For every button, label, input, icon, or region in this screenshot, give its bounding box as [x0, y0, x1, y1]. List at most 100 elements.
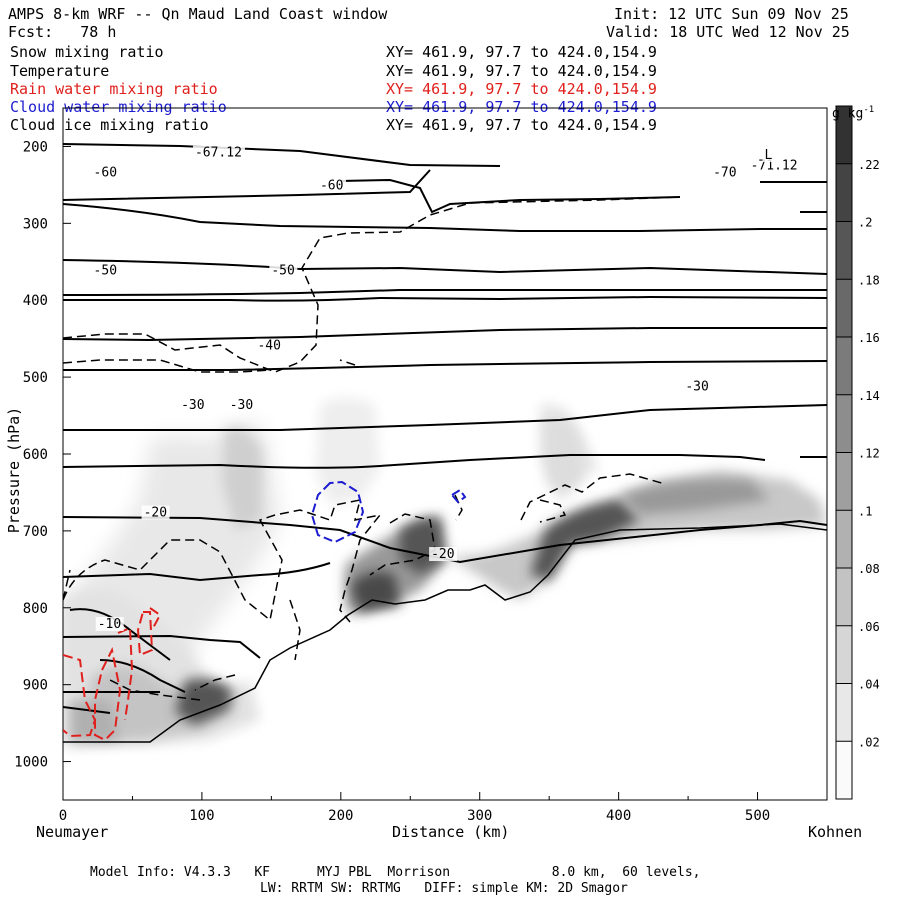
temperature-label: -30 [230, 398, 253, 413]
y-tick-label: 700 [23, 524, 48, 540]
colorbar-unit-exponent: -1 [863, 105, 875, 115]
temperature-label-bg [91, 263, 120, 278]
forecast-hour: Fcst: 78 h [8, 23, 116, 41]
field-xy-temperature: XY= 461.9, 97.7 to 424.0,154.9 [386, 62, 657, 80]
x-tick-label: 100 [189, 808, 214, 824]
colorbar-swatch [836, 106, 852, 164]
colorbar-label: .08 [858, 562, 880, 576]
x-tick-label: 400 [606, 808, 631, 824]
colorbar-swatch [836, 279, 852, 337]
field-name-temperature: Temperature [10, 62, 110, 80]
colorbar-swatch [836, 452, 852, 511]
x-axis-label: Distance (km) [392, 823, 510, 841]
colorbar-swatch [836, 394, 852, 453]
colorbar-label: .16 [858, 331, 880, 345]
field-xy-snow: XY= 461.9, 97.7 to 424.0,154.9 [386, 43, 657, 61]
y-axis-label: Pressure (hPa) [5, 406, 23, 534]
colorbar-unit: g kg-1 [832, 101, 874, 123]
colorbar-unit-base: g kg [832, 106, 864, 122]
temperature-label-bg [255, 338, 284, 353]
field-xy-rain: XY= 461.9, 97.7 to 424.0,154.9 [386, 80, 657, 98]
colorbar-label: .02 [858, 735, 880, 749]
rain-contours [63, 607, 162, 742]
colorbar-swatch [836, 741, 852, 799]
colorbar-swatch [836, 683, 852, 742]
temperature-label-bg [748, 158, 801, 173]
y-tick-label: 200 [23, 139, 48, 155]
temperature-label-bg [269, 263, 298, 278]
axes-layer: 0 100 200 300 400 500 1000 900 800 700 600 500 400 30… [14, 139, 828, 824]
colorbar-label: .2 [858, 216, 872, 230]
temperature-label: -71.12 [751, 159, 798, 174]
temperature-label-bg [683, 379, 712, 394]
temperature-label: -60 [94, 166, 117, 181]
x-tick-label: 200 [328, 808, 353, 824]
snow-shading [63, 397, 827, 745]
temperature-label: -67.12 [195, 146, 242, 161]
field-xy-cloud-ice: XY= 461.9, 97.7 to 424.0,154.9 [386, 116, 657, 134]
model-physics: LW: RRTM SW: RRTMG DIFF: simple KM: 2D S… [260, 881, 628, 896]
field-name-rain: Rain water mixing ratio [10, 80, 218, 98]
temperature-label-bg [429, 547, 458, 562]
right-endpoint-label: Kohnen [808, 823, 863, 841]
temperature-label: -50 [94, 263, 117, 278]
y-tick-label: 300 [23, 216, 48, 232]
colorbar-label: .22 [858, 158, 880, 172]
chart-title: AMPS 8-km WRF -- Qn Maud Land Coast wind… [8, 5, 388, 23]
temperature-label-bg [192, 145, 245, 160]
model-info: Model Info: V4.3.3 KF MYJ PBL Morrison 8… [90, 865, 701, 880]
temperature-label-bg [179, 397, 208, 412]
y-tick-label: 800 [23, 601, 48, 617]
forecast-value: 78 h [80, 23, 117, 41]
y-tick-label: 900 [23, 678, 48, 694]
colorbar-swatch [836, 221, 852, 280]
temperature-label-bg [95, 617, 124, 631]
cloud-water-contours [310, 480, 467, 544]
colorbar-swatch [836, 568, 852, 626]
left-endpoint-label: Neumayer [36, 823, 109, 841]
temperature-label: -10 [98, 617, 121, 632]
init-time: Init: 12 UTC Sun 09 Nov 25 [614, 5, 849, 23]
temperature-label: -20 [431, 547, 454, 562]
colorbar-swatch [836, 510, 852, 568]
temperature-label-bg [227, 397, 256, 412]
colorbar-label: .06 [858, 620, 880, 634]
colorbar-swatch [836, 163, 852, 222]
x-tick-label: 0 [59, 808, 67, 824]
temperature-label: -30 [181, 398, 204, 413]
temperature-label-bg [711, 165, 740, 180]
temperature-label: -70 [713, 166, 736, 181]
temperature-contours [63, 143, 827, 714]
colorbar: .22 .2 .18 .16 .14 .12 .1 .08 .06 .04 .02 [835, 105, 880, 800]
temperature-label: -40 [257, 339, 280, 354]
temperature-label-bg [91, 165, 120, 180]
y-tick-label: 600 [23, 447, 48, 463]
terrain-outline [63, 523, 828, 743]
y-tick-label: 500 [23, 370, 48, 386]
x-tick-label: 500 [745, 808, 770, 824]
y-tick-label: 1000 [14, 755, 48, 771]
temperature-label-bg [762, 147, 775, 162]
field-name-snow: Snow mixing ratio [10, 43, 164, 61]
colorbar-label: .14 [858, 389, 880, 403]
temperature-label-bg [141, 505, 170, 520]
colorbar-label: .12 [858, 447, 880, 461]
colorbar-label: .18 [858, 273, 880, 287]
temperature-label: -60 [320, 179, 343, 194]
temperature-label: -20 [144, 506, 167, 521]
colorbar-label: .04 [858, 678, 880, 692]
colorbar-swatch [836, 337, 852, 395]
colorbar-label: .1 [858, 504, 872, 518]
field-name-cloud-ice: Cloud ice mixing ratio [10, 116, 209, 134]
colorbar-swatch [836, 625, 852, 684]
field-name-cloud-water: Cloud water mixing ratio [10, 98, 227, 116]
valid-time: Valid: 18 UTC Wed 12 Nov 25 [606, 23, 850, 41]
temperature-label: L [764, 148, 772, 163]
forecast-label: Fcst: [8, 23, 54, 41]
y-tick-label: 400 [23, 293, 48, 309]
temperature-label-bg [317, 178, 346, 193]
field-xy-cloud-water: XY= 461.9, 97.7 to 424.0,154.9 [386, 98, 657, 116]
temperature-label-layer: -67.12 -60 -60 -70 -71.12L -50 -50 -40 -30 -30 -30… [91, 145, 801, 632]
x-tick-label: 300 [467, 808, 492, 824]
